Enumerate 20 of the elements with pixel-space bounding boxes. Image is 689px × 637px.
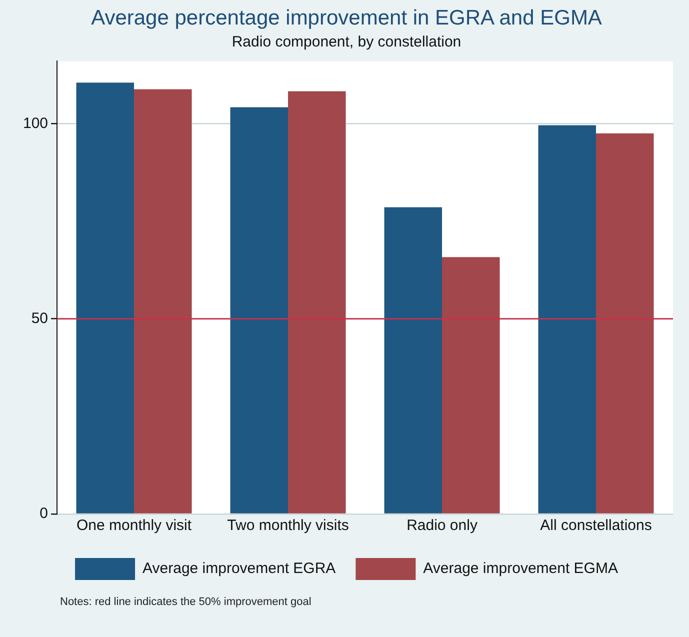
- bar: [442, 257, 500, 514]
- chart-subtitle: Radio component, by constellation: [232, 33, 462, 50]
- bar: [538, 125, 596, 514]
- legend-label: Average improvement EGMA: [423, 560, 618, 578]
- y-tick-label: 0: [40, 505, 48, 522]
- y-tick-label: 100: [22, 114, 48, 132]
- bar: [76, 82, 134, 514]
- x-tick-label: Two monthly visits: [227, 517, 349, 534]
- x-tick-label: All constellations: [540, 517, 652, 534]
- bar: [596, 133, 654, 514]
- x-tick-label: Radio only: [406, 517, 478, 534]
- chart-title: Average percentage improvement in EGRA and EGMA: [91, 6, 602, 30]
- bar: [134, 89, 192, 514]
- bar: [384, 207, 442, 514]
- y-tick-label: 50: [31, 310, 48, 327]
- bar: [230, 107, 288, 514]
- text: Notes: red line indicates the 50% improvement goal: [60, 596, 312, 608]
- legend-label: Average improvement EGRA: [142, 560, 336, 578]
- bar: [288, 91, 346, 514]
- x-tick-label: One monthly visit: [76, 517, 192, 534]
